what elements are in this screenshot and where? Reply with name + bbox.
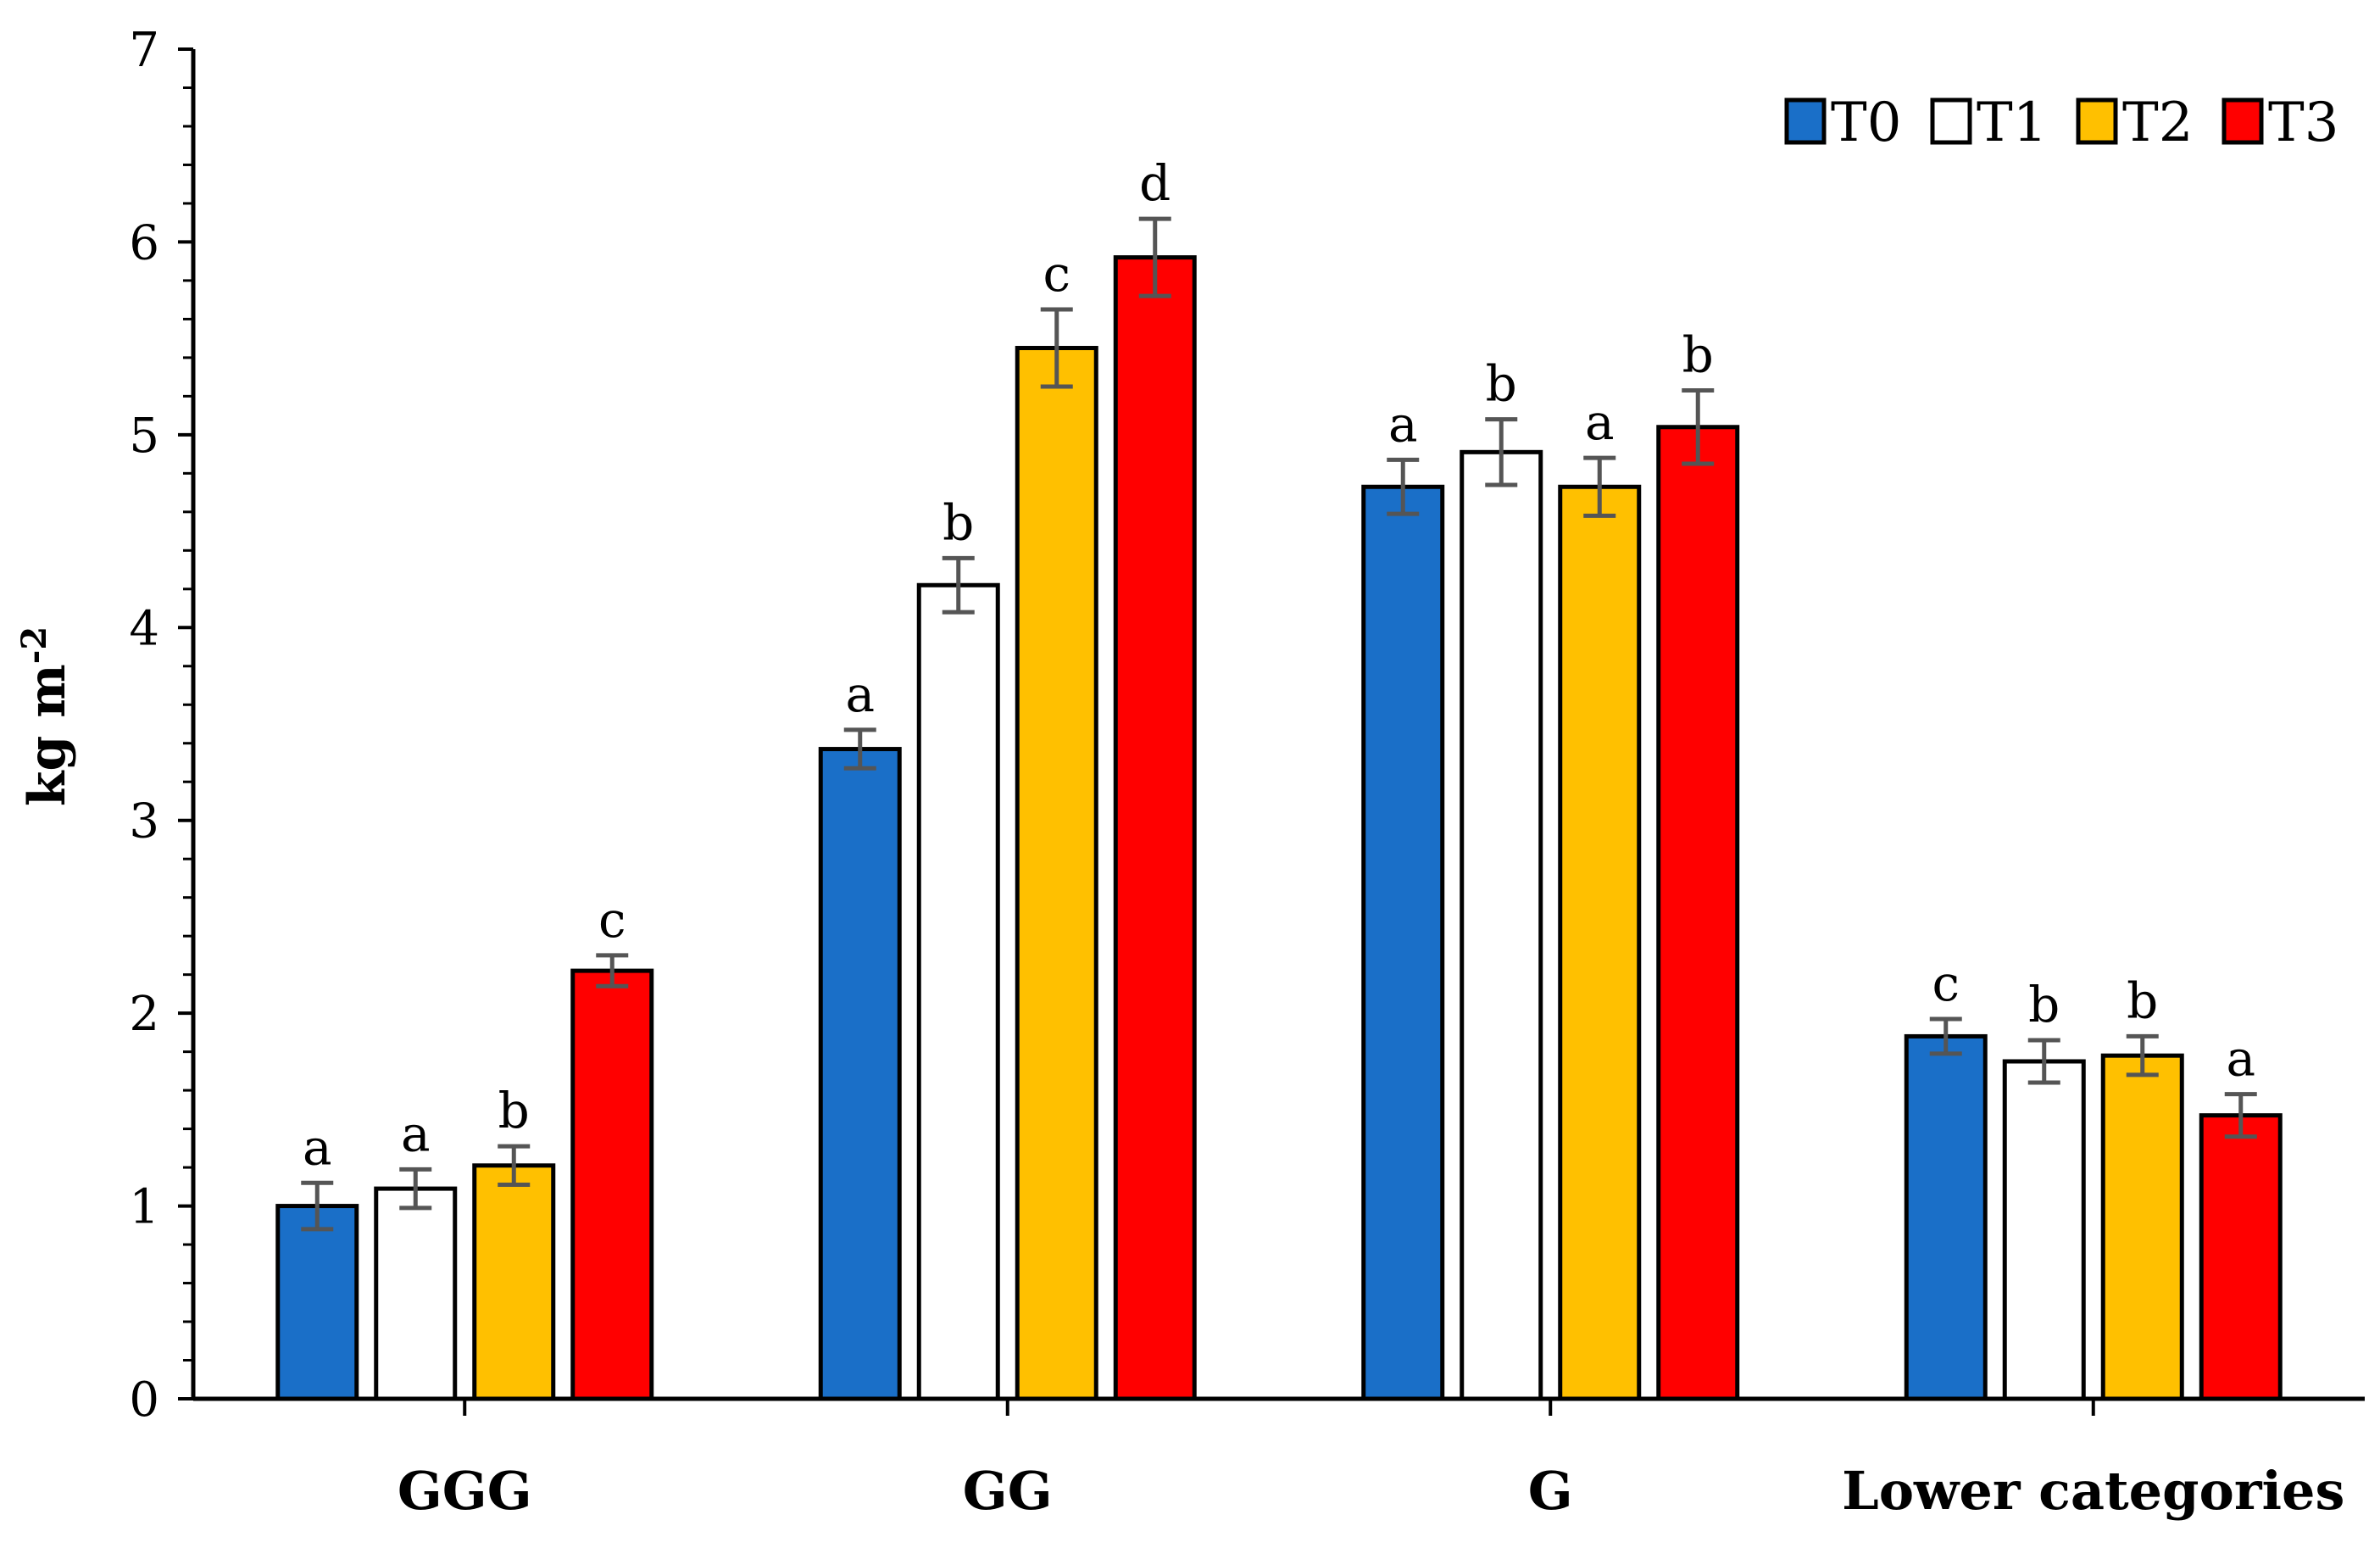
bar-t3 [1113, 255, 1197, 1401]
y-tick-label: 0 [129, 1373, 159, 1428]
significance-label: d [1139, 154, 1171, 212]
significance-label: a [845, 665, 875, 723]
significance-label: b [1682, 326, 1714, 384]
y-tick-label: 6 [129, 215, 159, 270]
significance-label: a [2226, 1030, 2255, 1088]
bar-t0 [818, 747, 902, 1401]
bar-t0 [1361, 484, 1445, 1401]
significance-label: b [498, 1082, 530, 1139]
legend-label: T1 [1977, 92, 2047, 154]
legend: T0 T1 T2 T3 [1784, 92, 2338, 154]
x-tick-label: GGG [398, 1460, 532, 1522]
bars-layer: a a b c a b c d a b a b c b b a [275, 154, 2283, 1401]
bar-t0 [1904, 1033, 1988, 1401]
significance-label: c [1043, 245, 1070, 303]
x-tick-label: G [1528, 1460, 1573, 1522]
bar-t0 [275, 1204, 359, 1401]
bar-t1 [1460, 449, 1543, 1401]
bar-t3 [2199, 1113, 2283, 1401]
significance-label: a [1388, 395, 1418, 453]
significance-label: b [2028, 976, 2060, 1033]
bar-t1 [916, 582, 1000, 1401]
bar-t2 [2100, 1053, 2184, 1401]
y-axis-title: kg m-2 [14, 626, 77, 806]
y-tick-label: 2 [129, 987, 159, 1042]
y-tick-label: 4 [129, 601, 159, 656]
legend-label: T3 [2268, 92, 2338, 154]
bar-t2 [1558, 484, 1642, 1401]
legend-swatch-t1 [1930, 97, 1972, 145]
significance-label: c [1932, 955, 1960, 1012]
significance-label: b [1486, 355, 1517, 413]
bar-t2 [1015, 346, 1098, 1401]
legend-swatch-t0 [1784, 97, 1827, 145]
significance-label: a [1585, 393, 1615, 451]
bar-t3 [570, 968, 654, 1401]
y-axis-title-superscript: -2 [14, 626, 54, 664]
significance-label: b [2127, 972, 2158, 1029]
legend-swatch-t3 [2222, 97, 2264, 145]
significance-label: c [598, 891, 626, 949]
y-tick-label: 3 [129, 794, 159, 849]
bar-t2 [472, 1163, 556, 1401]
y-tick-label: 7 [129, 23, 159, 78]
y-tick-label: 5 [129, 409, 159, 464]
x-tick-label: Lower categories [1842, 1460, 2344, 1522]
y-tick-label: 1 [129, 1180, 159, 1235]
legend-label: T2 [2122, 92, 2193, 154]
bar-t1 [2002, 1059, 2086, 1401]
significance-label: a [401, 1105, 431, 1162]
legend-label: T0 [1831, 92, 1901, 154]
legend-swatch-t2 [2076, 97, 2118, 145]
bar-t1 [374, 1186, 458, 1401]
significance-label: a [303, 1118, 332, 1176]
bar-t3 [1656, 425, 1740, 1401]
x-tick-label: GG [963, 1460, 1053, 1522]
significance-label: b [943, 493, 974, 551]
